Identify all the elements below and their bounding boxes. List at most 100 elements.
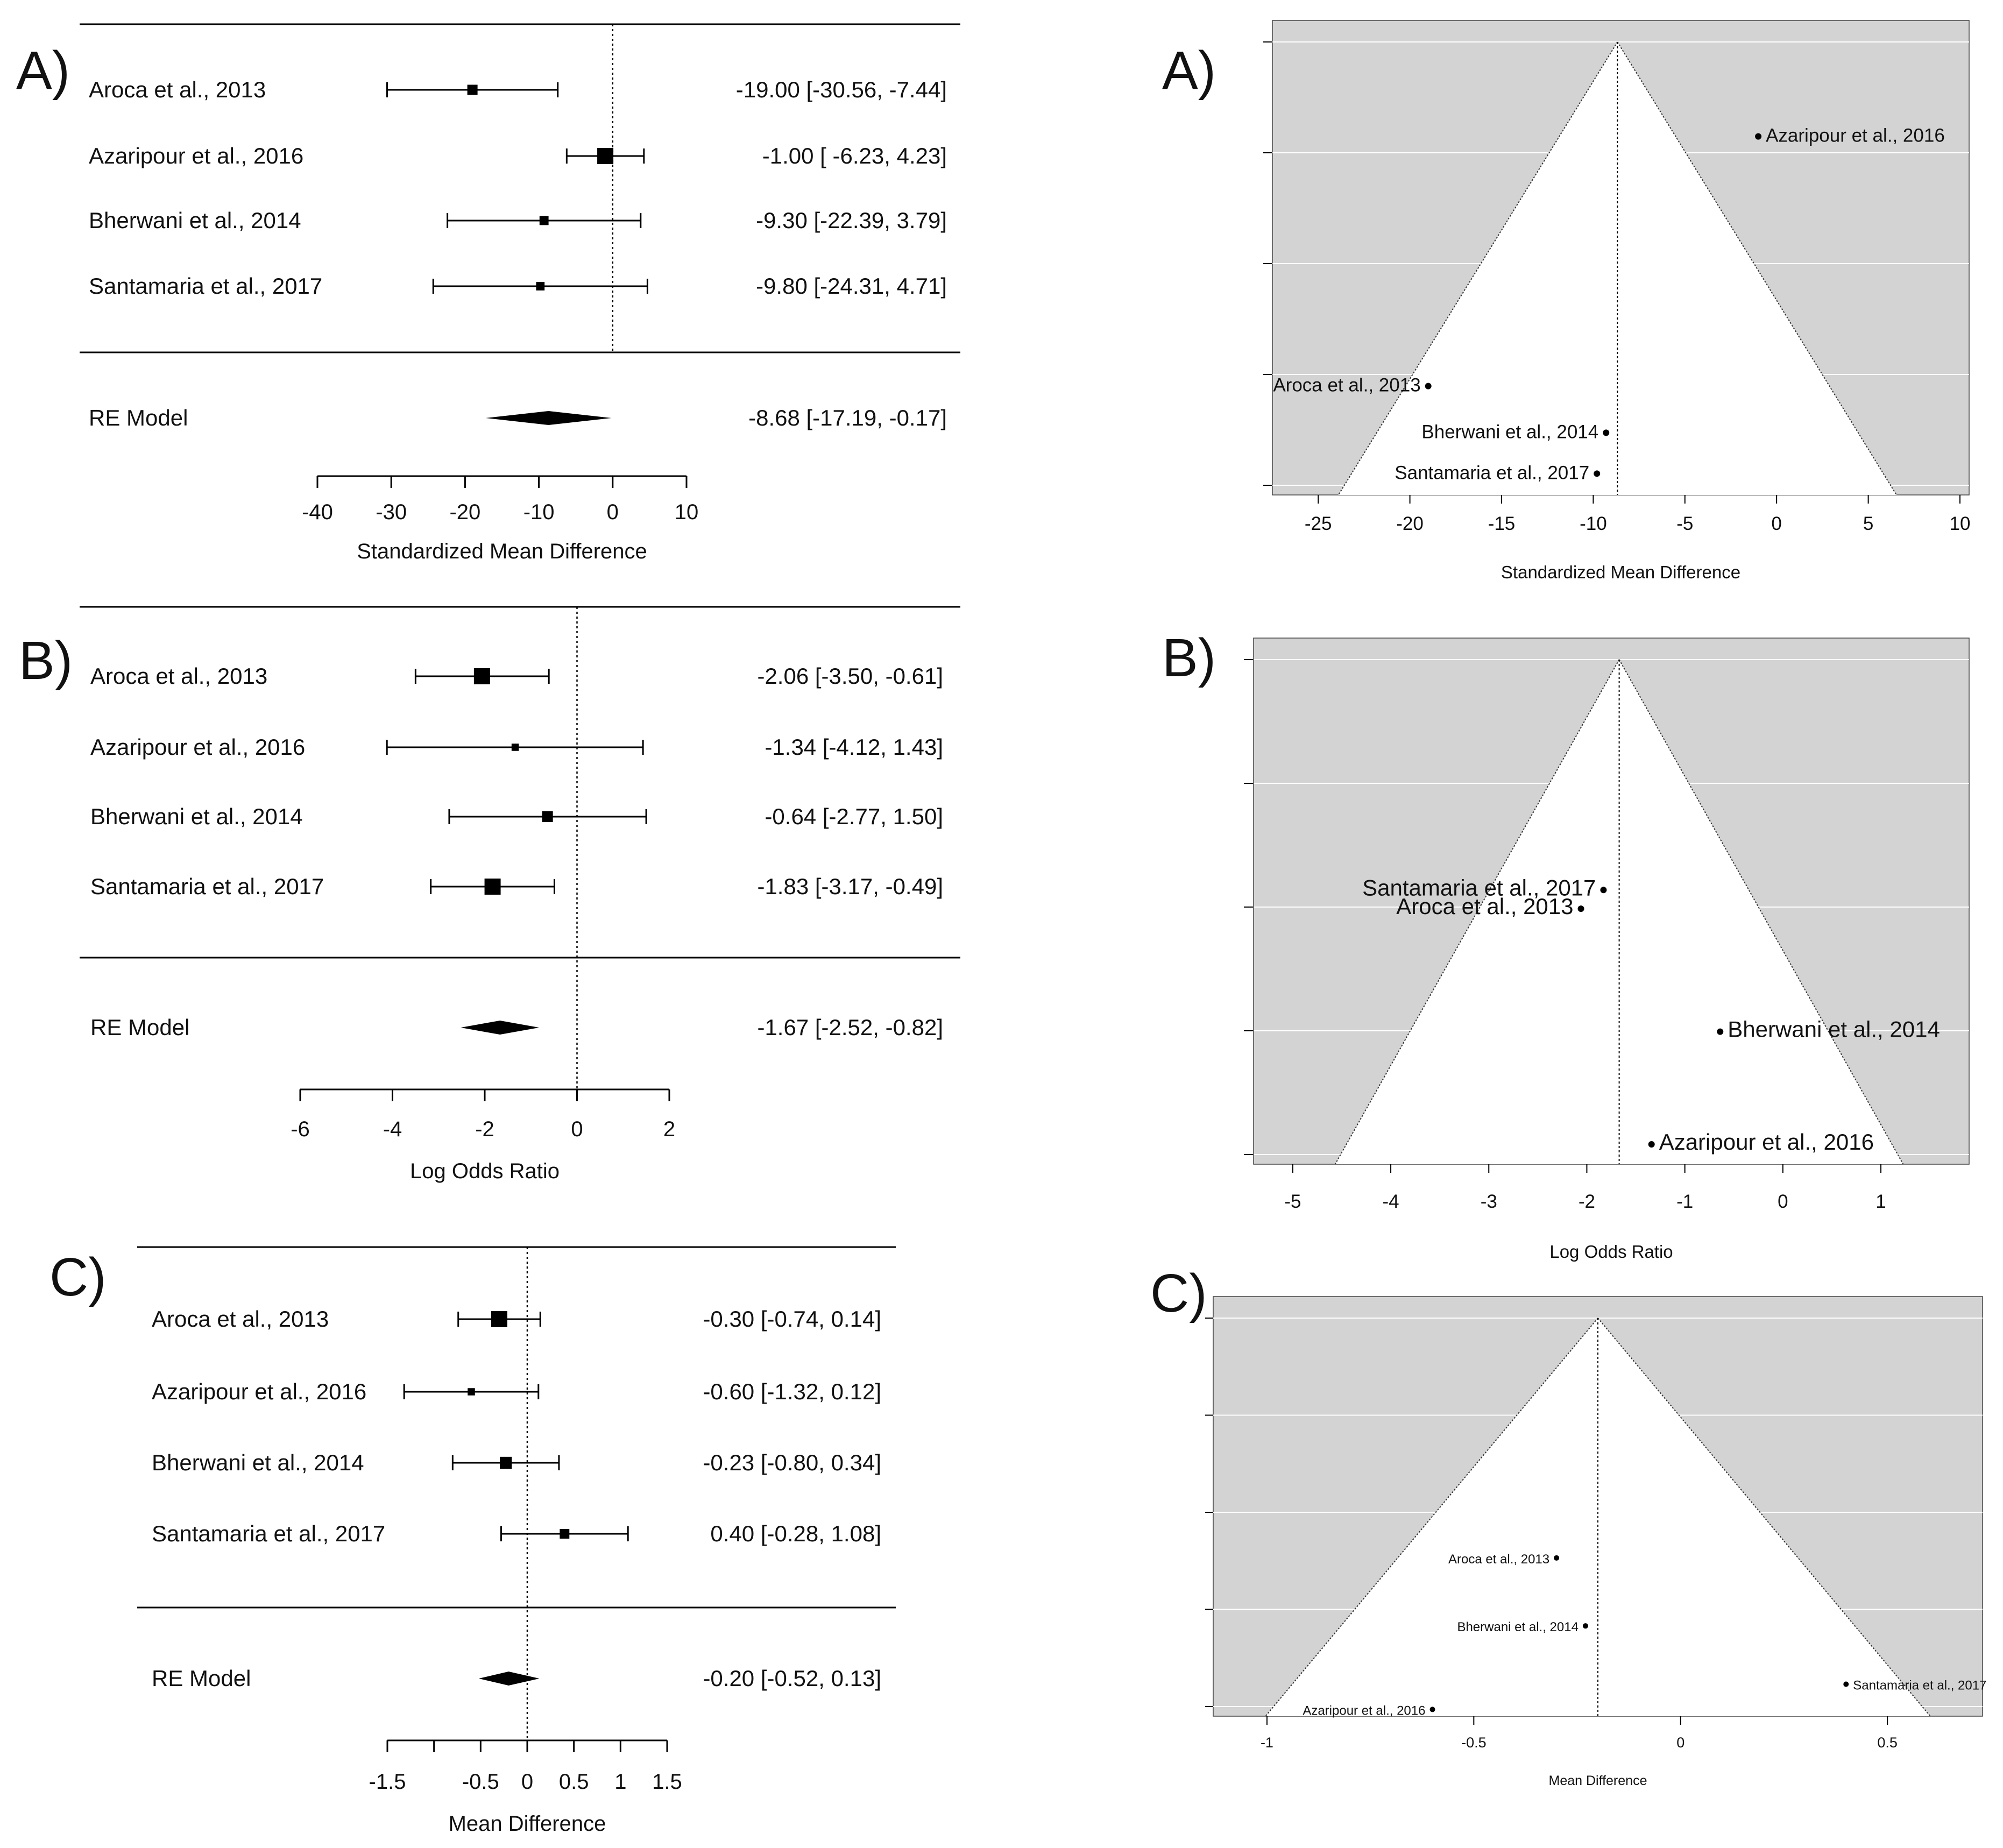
study-weight-square bbox=[473, 668, 490, 684]
x-tick-label: 0 bbox=[1676, 1734, 1684, 1751]
forest-plot-c: C) Aroca et al., 2013 -0.30 [-0.74, 0.14] A… bbox=[49, 1246, 896, 1836]
study-name-azaripour-et-al-2016: Azaripour et al., 2016 bbox=[90, 734, 305, 760]
funnel-point bbox=[1429, 1707, 1435, 1712]
x-tick-label: 0 bbox=[571, 1117, 583, 1141]
funnel-point bbox=[1554, 1555, 1560, 1561]
study-name-bherwani-et-al-2014: Bherwani et al., 2014 bbox=[89, 208, 301, 233]
x-tick-label: -0.5 bbox=[462, 1770, 499, 1794]
study-estimate-text: -9.80 [-24.31, 4.71] bbox=[756, 273, 947, 299]
study-estimate-text: -0.64 [-2.77, 1.50] bbox=[765, 804, 943, 829]
study-weight-square bbox=[542, 811, 553, 823]
funnel-point bbox=[1648, 1141, 1655, 1148]
x-tick-label: -20 bbox=[449, 500, 480, 524]
funnel-point bbox=[1603, 429, 1610, 436]
funnel-confidence-region bbox=[1338, 42, 1897, 495]
study-weight-square bbox=[536, 282, 545, 291]
study-estimate-text: 0.40 [-0.28, 1.08] bbox=[710, 1521, 881, 1546]
x-tick-label: 0 bbox=[607, 500, 619, 524]
funnel-point-label-azaripour-et-al-2016: Azaripour et al., 2016 bbox=[1303, 1703, 1425, 1718]
x-tick-label: -5 bbox=[1676, 513, 1693, 534]
x-tick-label: -20 bbox=[1396, 513, 1424, 534]
study-weight-square bbox=[539, 216, 549, 225]
funnel-point-label-santamaria-et-al-2017: Santamaria et al., 2017 bbox=[1362, 875, 1596, 900]
summary-name: RE Model bbox=[89, 405, 188, 430]
study-name-santamaria-et-al-2017: Santamaria et al., 2017 bbox=[90, 874, 324, 899]
x-axis-title: Standardized Mean Difference bbox=[1501, 562, 1740, 582]
x-tick-label: 0.5 bbox=[1877, 1734, 1898, 1751]
x-tick-label: 2 bbox=[663, 1117, 675, 1141]
summary-estimate-text: -1.67 [-2.52, -0.82] bbox=[757, 1015, 943, 1040]
funnel-panel-label: B) bbox=[1162, 628, 1216, 688]
funnel-x-axis: -5 -4 -3 -2 -1 0 1 Log Odds Ratio bbox=[1284, 1164, 1886, 1262]
funnel-right-bound bbox=[1617, 41, 1897, 495]
study-weight-square bbox=[491, 1311, 507, 1327]
x-tick-label: 1 bbox=[1875, 1191, 1886, 1212]
study-name-aroca-et-al-2013: Aroca et al., 2013 bbox=[152, 1306, 329, 1332]
funnel-point-label-azaripour-et-al-2016: Azaripour et al., 2016 bbox=[1766, 125, 1945, 146]
x-tick-label: -25 bbox=[1305, 513, 1332, 534]
x-tick-label: 0 bbox=[1771, 513, 1781, 534]
forest-plot-a: A) Aroca et al., 2013 -19.00 [-30.56, -7.4… bbox=[16, 23, 960, 563]
study-name-aroca-et-al-2013: Aroca et al., 2013 bbox=[89, 77, 266, 102]
forest-panel-label: C) bbox=[49, 1247, 107, 1307]
study-name-bherwani-et-al-2014: Bherwani et al., 2014 bbox=[152, 1450, 364, 1475]
study-name-azaripour-et-al-2016: Azaripour et al., 2016 bbox=[152, 1379, 366, 1404]
x-tick-label: 5 bbox=[1863, 513, 1873, 534]
funnel-x-axis: -25 -20 -15 -10 -5 0 5 10 Standardized Mean Diff… bbox=[1305, 495, 1970, 582]
funnel-point-label-santamaria-et-al-2017: Santamaria et al., 2017 bbox=[1853, 1678, 1986, 1693]
x-axis-title: Log Odds Ratio bbox=[1549, 1242, 1673, 1262]
study-estimate-text: -0.60 [-1.32, 0.12] bbox=[703, 1379, 881, 1404]
funnel-point-label-aroca-et-al-2013: Aroca et al., 2013 bbox=[1396, 894, 1573, 919]
x-axis-title: Mean Difference bbox=[1549, 1773, 1647, 1788]
funnel-point-label-bherwani-et-al-2014: Bherwani et al., 2014 bbox=[1728, 1017, 1940, 1042]
funnel-point-label-bherwani-et-al-2014: Bherwani et al., 2014 bbox=[1421, 421, 1598, 442]
study-name-azaripour-et-al-2016: Azaripour et al., 2016 bbox=[89, 143, 303, 168]
study-estimate-text: -1.34 [-4.12, 1.43] bbox=[765, 734, 943, 760]
x-tick-label: -6 bbox=[291, 1117, 310, 1141]
forest-plot-b: B) Aroca et al., 2013 -2.06 [-3.50, -0.61]… bbox=[19, 606, 960, 1183]
funnel-point bbox=[1425, 383, 1432, 390]
x-tick-label: 0 bbox=[1778, 1191, 1788, 1212]
study-weight-square bbox=[467, 84, 478, 95]
study-weight-square bbox=[511, 744, 519, 751]
study-estimate-text: -19.00 [-30.56, -7.44] bbox=[736, 77, 947, 102]
x-tick-label: -10 bbox=[1580, 513, 1607, 534]
study-estimate-text: -1.00 [ -6.23, 4.23] bbox=[762, 143, 947, 168]
x-tick-label: -1 bbox=[1676, 1191, 1693, 1212]
x-tick-label: -30 bbox=[376, 500, 407, 524]
x-tick-label: -5 bbox=[1284, 1191, 1301, 1212]
funnel-x-axis: -1 -0.5 0 0.5 Mean Difference bbox=[1261, 1716, 1898, 1788]
summary-diamond bbox=[478, 1672, 540, 1686]
funnel-plot-c: C) Aroca et al., 2013 Bherwani et al., 201… bbox=[1150, 1263, 1986, 1788]
study-weight-square bbox=[484, 879, 501, 895]
funnel-left-bound bbox=[1334, 659, 1620, 1165]
study-estimate-text: -0.23 [-0.80, 0.34] bbox=[703, 1450, 881, 1475]
x-tick-label: 1 bbox=[614, 1770, 626, 1794]
x-tick-label: -1 bbox=[1261, 1734, 1273, 1751]
funnel-right-bound bbox=[1597, 1318, 1931, 1717]
x-tick-label: 1.5 bbox=[652, 1770, 682, 1794]
funnel-point-label-aroca-et-al-2013: Aroca et al., 2013 bbox=[1448, 1552, 1549, 1567]
study-weight-square bbox=[560, 1529, 570, 1539]
summary-name: RE Model bbox=[152, 1666, 251, 1691]
x-axis-title: Log Odds Ratio bbox=[410, 1159, 560, 1183]
funnel-panel-label: A) bbox=[1162, 40, 1216, 101]
x-tick-label: 0 bbox=[521, 1770, 533, 1794]
forest-x-axis: -40 -30 -20 -10 0 10 Standardized Mean Differe… bbox=[302, 475, 699, 563]
funnel-panel-label: C) bbox=[1150, 1263, 1207, 1323]
x-axis-title: Standardized Mean Difference bbox=[357, 540, 647, 563]
x-tick-label: 10 bbox=[675, 500, 699, 524]
forest-x-axis: -1.5 -0.5 0 0.5 1 1.5 Mean Difference bbox=[369, 1739, 682, 1836]
x-tick-label: -4 bbox=[1383, 1191, 1399, 1212]
summary-diamond bbox=[485, 411, 612, 425]
study-name-santamaria-et-al-2017: Santamaria et al., 2017 bbox=[89, 273, 322, 299]
study-weight-square bbox=[468, 1388, 475, 1396]
summary-name: RE Model bbox=[90, 1015, 189, 1040]
x-tick-label: -40 bbox=[302, 500, 333, 524]
study-weight-square bbox=[499, 1456, 512, 1469]
funnel-point-label-aroca-et-al-2013: Aroca et al., 2013 bbox=[1273, 375, 1420, 396]
funnel-point bbox=[1755, 133, 1762, 140]
study-estimate-text: -9.30 [-22.39, 3.79] bbox=[756, 208, 947, 233]
